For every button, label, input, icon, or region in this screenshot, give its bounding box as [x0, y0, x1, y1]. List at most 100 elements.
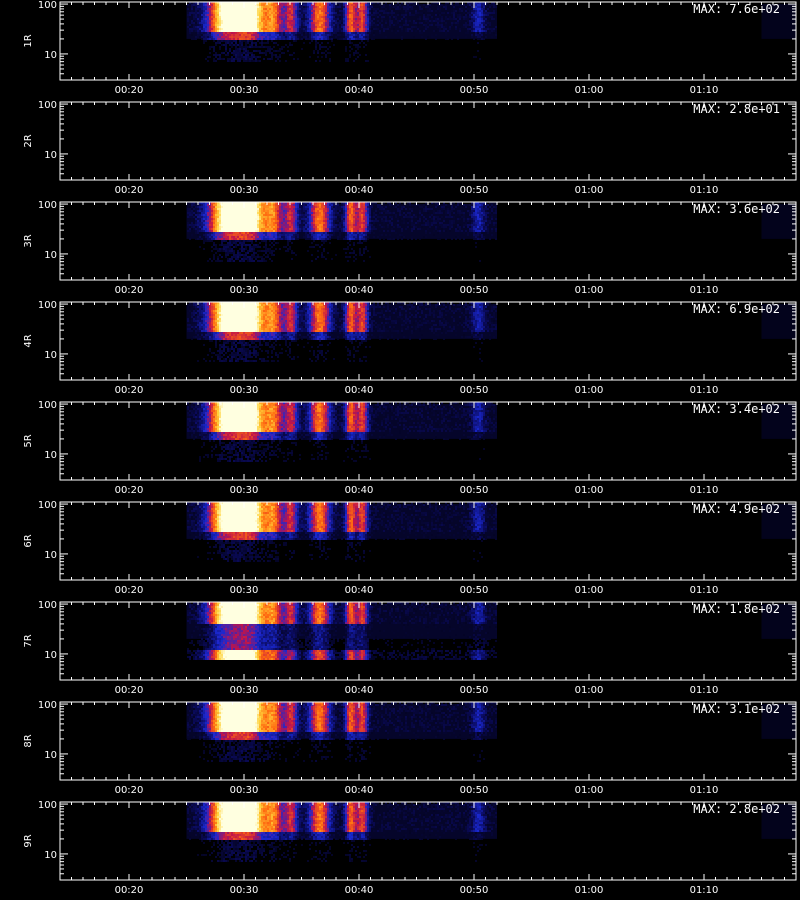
heatmap-cell — [205, 212, 207, 214]
heatmap-cell — [349, 56, 351, 58]
heatmap-cell — [273, 250, 275, 252]
heatmap-cell — [221, 244, 223, 246]
heatmap-cell — [249, 250, 251, 252]
heatmap-cell — [311, 34, 313, 36]
heatmap-cell — [307, 18, 309, 20]
heatmap-cell — [267, 30, 269, 32]
heatmap-cell — [451, 24, 453, 26]
heatmap-cell — [207, 26, 209, 28]
heatmap-cell — [231, 224, 233, 226]
heatmap-cell — [247, 50, 249, 52]
heatmap-cell — [355, 208, 357, 210]
heatmap-cell — [423, 4, 425, 6]
heatmap-cell — [281, 224, 283, 226]
heatmap-cell — [217, 14, 219, 16]
heatmap-cell — [307, 234, 309, 236]
heatmap-cell — [291, 224, 293, 226]
heatmap-cell — [299, 28, 301, 30]
heatmap-cell — [265, 10, 267, 12]
heatmap-cell — [195, 220, 197, 222]
heatmap-cell — [331, 216, 333, 218]
heatmap-cell — [253, 246, 255, 248]
heatmap-cell — [195, 214, 197, 216]
heatmap-cell — [241, 40, 243, 42]
heatmap-cell — [435, 16, 437, 18]
heatmap-cell — [275, 60, 277, 62]
heatmap-cell — [247, 24, 249, 26]
heatmap-cell — [205, 4, 207, 6]
heatmap-cell — [241, 246, 243, 248]
heatmap-cell — [297, 32, 299, 34]
heatmap-cell — [259, 246, 261, 248]
heatmap-cell — [321, 20, 323, 22]
heatmap-cell — [193, 16, 195, 18]
heatmap-cell — [217, 4, 219, 6]
heatmap-cell — [489, 28, 491, 30]
heatmap-cell — [189, 228, 191, 230]
heatmap-cell — [315, 46, 317, 48]
heatmap-cell — [269, 26, 271, 28]
heatmap-cell — [239, 226, 241, 228]
heatmap-cell — [483, 38, 485, 40]
heatmap-cell — [481, 36, 483, 38]
heatmap-cell — [351, 232, 353, 234]
heatmap-cell — [389, 20, 391, 22]
heatmap-cell — [349, 256, 351, 258]
heatmap-cell — [469, 22, 471, 24]
heatmap-cell — [219, 232, 221, 234]
heatmap-cell — [265, 230, 267, 232]
heatmap-cell — [189, 2, 191, 4]
heatmap-cell — [483, 10, 485, 12]
heatmap-cell — [267, 2, 269, 4]
heatmap-cell — [239, 248, 241, 250]
heatmap-cell — [371, 6, 373, 8]
heatmap-cell — [281, 2, 283, 4]
heatmap-cell — [421, 20, 423, 22]
heatmap-cell — [283, 6, 285, 8]
heatmap-cell — [213, 6, 215, 8]
heatmap-cell — [227, 26, 229, 28]
heatmap-cell — [297, 236, 299, 238]
heatmap-cell — [281, 220, 283, 222]
heatmap-cell — [247, 260, 249, 262]
heatmap-cell — [475, 24, 477, 26]
heatmap-cell — [193, 26, 195, 28]
heatmap-cell — [309, 28, 311, 30]
heatmap-cell — [493, 6, 495, 8]
heatmap-cell — [209, 216, 211, 218]
heatmap-cell — [309, 232, 311, 234]
heatmap-cell — [195, 206, 197, 208]
heatmap-cell — [271, 6, 273, 8]
heatmap-cell — [267, 226, 269, 228]
heatmap-cell — [367, 14, 369, 16]
heatmap-cell — [471, 14, 473, 16]
heatmap-cell — [309, 34, 311, 36]
heatmap-cell — [245, 58, 247, 60]
heatmap-cell — [403, 18, 405, 20]
heatmap-cell — [193, 2, 195, 4]
heatmap-cell — [267, 28, 269, 30]
heatmap-cell — [427, 20, 429, 22]
heatmap-cell — [217, 204, 219, 206]
heatmap-cell — [233, 20, 235, 22]
heatmap-cell — [271, 18, 273, 20]
heatmap-cell — [257, 14, 259, 16]
heatmap-cell — [347, 10, 349, 12]
heatmap-cell — [225, 232, 227, 234]
heatmap-cell — [323, 212, 325, 214]
heatmap-cell — [481, 12, 483, 14]
heatmap-cell — [205, 22, 207, 24]
heatmap-cell — [309, 202, 311, 204]
heatmap-cell — [309, 12, 311, 14]
heatmap-cell — [203, 20, 205, 22]
heatmap-cell — [267, 24, 269, 26]
heatmap-cell — [421, 8, 423, 10]
heatmap-area — [186, 2, 796, 62]
heatmap-cell — [345, 210, 347, 212]
heatmap-cell — [261, 40, 263, 42]
heatmap-cell — [229, 244, 231, 246]
heatmap-cell — [455, 16, 457, 18]
heatmap-cell — [315, 234, 317, 236]
heatmap-cell — [329, 8, 331, 10]
heatmap-cell — [221, 6, 223, 8]
